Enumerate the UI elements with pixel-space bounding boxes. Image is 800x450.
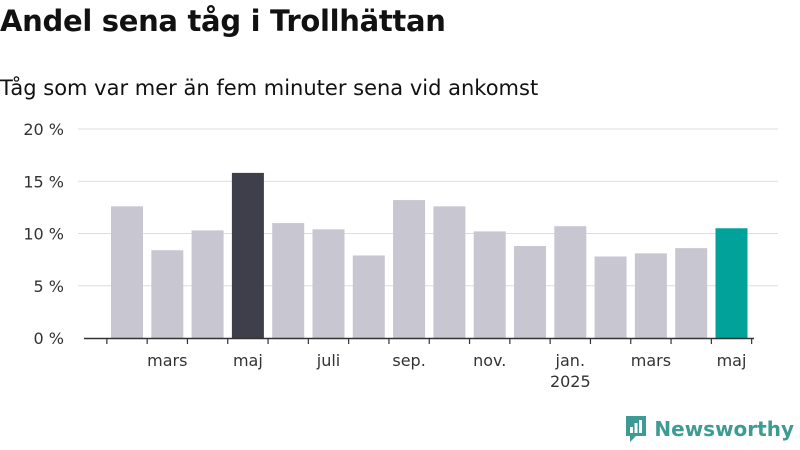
bar bbox=[433, 206, 466, 338]
brand-logo: Newsworthy bbox=[624, 414, 794, 444]
bar bbox=[272, 223, 305, 338]
y-tick-label: 5 % bbox=[34, 277, 64, 296]
newsworthy-logo-icon bbox=[626, 416, 647, 442]
x-tick-label: juli bbox=[316, 351, 340, 370]
bar bbox=[675, 248, 708, 338]
y-tick-label: 20 % bbox=[23, 120, 64, 139]
bar bbox=[312, 229, 345, 338]
x-tick-label: jan. bbox=[555, 351, 585, 370]
x-tick-label: maj bbox=[233, 351, 263, 370]
x-tick-label: nov. bbox=[473, 351, 506, 370]
y-tick-label: 0 % bbox=[34, 329, 64, 348]
bar bbox=[151, 250, 184, 338]
bar bbox=[111, 206, 143, 338]
x-tick-label: mars bbox=[147, 351, 187, 370]
bar bbox=[191, 230, 224, 338]
x-tick-label: sep. bbox=[392, 351, 425, 370]
bar bbox=[473, 231, 506, 338]
chart-title: Andel sena tåg i Trollhättan bbox=[0, 4, 446, 38]
x-tick-label: maj bbox=[717, 351, 747, 370]
bar bbox=[352, 255, 385, 338]
bar bbox=[715, 228, 748, 338]
bar bbox=[634, 253, 667, 338]
y-tick-label: 10 % bbox=[23, 225, 64, 244]
bar bbox=[554, 226, 587, 338]
chart-subtitle: Tåg som var mer än fem minuter sena vid … bbox=[0, 76, 539, 100]
x-tick-label: mars bbox=[631, 351, 671, 370]
brand-name: Newsworthy bbox=[654, 417, 794, 441]
bar bbox=[231, 172, 264, 338]
bar bbox=[393, 200, 426, 338]
x-tick-sublabel: 2025 bbox=[550, 372, 591, 391]
y-tick-label: 15 % bbox=[23, 172, 64, 191]
bar bbox=[514, 246, 546, 338]
bar bbox=[594, 256, 627, 338]
